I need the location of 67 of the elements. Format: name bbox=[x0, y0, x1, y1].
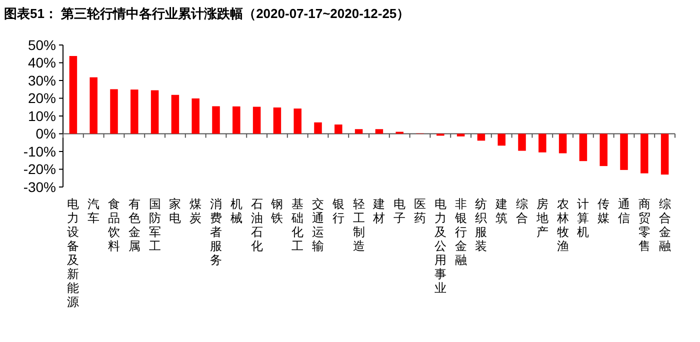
x-tick-label: 银行 bbox=[331, 197, 344, 225]
bar bbox=[579, 134, 588, 162]
x-tick-label: 有色金属 bbox=[128, 197, 140, 253]
x-tick-label: 计算机 bbox=[577, 197, 590, 239]
bar bbox=[334, 124, 342, 134]
x-tick-label: 基础化工 bbox=[290, 197, 304, 253]
x-tick-label: 纺织服装 bbox=[475, 197, 488, 253]
x-tick-label: 电子 bbox=[394, 197, 406, 225]
y-tick-label: 20% bbox=[28, 90, 56, 106]
x-tick-label: 交通运输 bbox=[312, 197, 324, 253]
x-tick-label: 电力设备及新能源 bbox=[67, 197, 80, 309]
x-tick-label: 综合金融 bbox=[658, 197, 671, 253]
x-tick-label: 综合 bbox=[516, 197, 528, 225]
x-tick-label: 国防军工 bbox=[148, 197, 161, 253]
bar bbox=[212, 106, 220, 134]
bar bbox=[130, 90, 138, 134]
bar bbox=[110, 89, 118, 134]
bar bbox=[620, 134, 628, 170]
y-tick-label: 10% bbox=[28, 108, 56, 124]
x-tick-label: 机械 bbox=[230, 197, 242, 225]
x-tick-label: 石油石化 bbox=[250, 197, 263, 253]
y-tick-label: 30% bbox=[28, 72, 56, 88]
y-tick-label: -10% bbox=[23, 143, 56, 160]
x-tick-label: 消费者服务 bbox=[210, 197, 222, 267]
bar bbox=[252, 106, 261, 134]
bar bbox=[456, 134, 465, 136]
bar bbox=[498, 134, 506, 146]
bar bbox=[600, 134, 608, 166]
bar bbox=[558, 134, 567, 154]
x-tick-label: 农林牧渔 bbox=[556, 197, 569, 253]
x-tick-label: 钢铁 bbox=[270, 197, 284, 225]
bar bbox=[232, 106, 240, 134]
y-tick-label: 0% bbox=[36, 126, 56, 142]
bar bbox=[354, 129, 363, 134]
x-tick-label: 建材 bbox=[372, 197, 386, 225]
bar bbox=[314, 122, 322, 134]
chart-title: 图表51： 第三轮行情中各行业累计涨跌幅（2020-07-17~2020-12-25） bbox=[4, 6, 410, 21]
bar bbox=[375, 129, 384, 134]
bar bbox=[69, 56, 78, 134]
x-tick-label: 医药 bbox=[414, 197, 426, 225]
bar bbox=[273, 107, 282, 134]
y-tick-label: -30% bbox=[23, 178, 56, 195]
x-tick-label: 轻工制造 bbox=[352, 197, 365, 253]
bar bbox=[538, 134, 546, 152]
y-tick-label: -20% bbox=[23, 161, 56, 178]
x-tick-label: 汽车 bbox=[88, 197, 100, 225]
x-tick-label: 传媒 bbox=[598, 197, 610, 225]
bar bbox=[192, 98, 200, 134]
x-tick-label: 通信 bbox=[618, 197, 630, 225]
x-tick-label: 非银行金融 bbox=[454, 197, 467, 267]
x-tick-label: 煤炭 bbox=[190, 197, 202, 225]
bar bbox=[518, 134, 526, 151]
bar bbox=[660, 134, 669, 175]
x-tick-label: 建筑 bbox=[494, 197, 508, 225]
x-tick-label: 商贸零售 bbox=[638, 197, 650, 253]
x-tick-label: 房地产 bbox=[535, 197, 548, 239]
bar bbox=[477, 134, 486, 141]
x-tick-label: 食品饮料 bbox=[107, 197, 120, 253]
bar bbox=[640, 134, 648, 174]
bar bbox=[90, 77, 98, 134]
bar bbox=[294, 108, 302, 134]
bar bbox=[150, 90, 159, 134]
x-tick-label: 电力及公用事业 bbox=[434, 197, 446, 295]
x-tick-label: 家电 bbox=[169, 197, 182, 225]
bar bbox=[171, 94, 180, 134]
y-tick-label: 50% bbox=[28, 36, 56, 53]
y-tick-label: 40% bbox=[28, 54, 56, 71]
